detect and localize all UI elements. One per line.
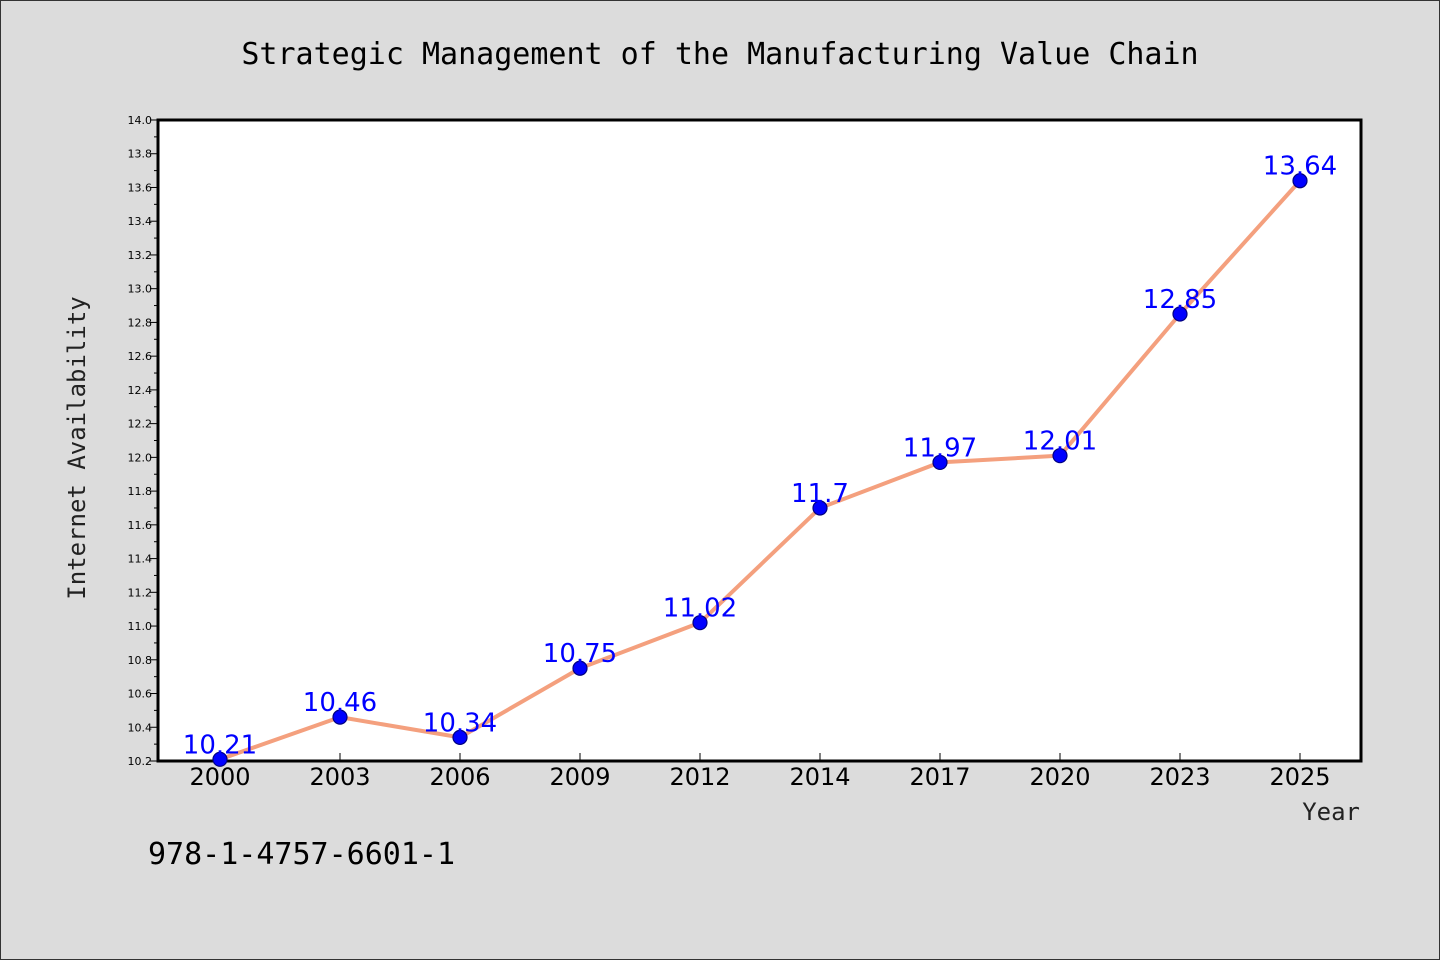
isbn-label: 978-1-4757-6601-1 <box>148 837 455 872</box>
y-tick-label: 12.2 <box>128 418 153 431</box>
data-label: 10.46 <box>303 688 377 718</box>
data-point <box>932 454 948 471</box>
x-tick-label: 2012 <box>669 763 730 791</box>
data-point <box>1052 448 1068 464</box>
y-tick-label: 12.4 <box>128 384 153 397</box>
x-tick-label: 2000 <box>189 763 250 791</box>
data-label: 10.21 <box>183 730 257 760</box>
data-point <box>1172 306 1188 322</box>
x-tick-label: 2023 <box>1149 763 1210 791</box>
y-tick-label: 12.8 <box>128 316 153 329</box>
x-tick-label: 2003 <box>309 763 370 791</box>
data-label: 11.7 <box>791 479 849 509</box>
y-tick-label: 13.6 <box>128 181 153 194</box>
y-tick-label: 13.8 <box>128 148 153 161</box>
data-label: 10.75 <box>543 639 617 669</box>
y-tick-label: 10.2 <box>128 755 153 768</box>
y-tick-label: 13.0 <box>128 283 153 296</box>
y-axis-ticks: 10.2 10.4 10.6 10.8 11.0 11.2 11.4 11.6 11.8 12.0… <box>128 114 158 768</box>
chart-title: Strategic Management of the Manufacturin… <box>241 37 1198 72</box>
x-axis-label: Year <box>1302 798 1360 826</box>
y-tick-label: 10.6 <box>128 688 153 701</box>
data-label: 12.01 <box>1023 427 1097 457</box>
y-tick-label: 13.2 <box>128 249 153 262</box>
data-label: 11.97 <box>903 433 977 463</box>
y-tick-label: 11.0 <box>128 620 153 633</box>
data-point <box>1292 173 1308 189</box>
y-tick-label: 14.0 <box>128 114 153 127</box>
y-tick-label: 12.0 <box>128 451 153 464</box>
data-point <box>212 751 228 767</box>
x-tick-label: 2006 <box>429 763 490 791</box>
x-tick-label: 2017 <box>909 763 970 791</box>
plot-area <box>156 118 1363 763</box>
y-tick-label: 10.4 <box>128 721 153 734</box>
data-label: 10.34 <box>423 708 497 738</box>
x-tick-label: 2009 <box>549 763 610 791</box>
y-tick-label: 10.8 <box>128 654 153 667</box>
data-label: 13.64 <box>1263 152 1337 182</box>
data-point <box>332 709 348 725</box>
x-tick-label: 2014 <box>789 763 850 791</box>
data-point <box>452 729 468 745</box>
x-tick-label: 2025 <box>1269 763 1330 791</box>
y-tick-label: 13.4 <box>128 215 153 228</box>
y-tick-label: 11.8 <box>128 485 153 498</box>
series-internet-availability <box>212 173 1308 767</box>
y-axis-label: Internet Availability <box>63 296 91 599</box>
y-tick-label: 11.6 <box>128 519 153 532</box>
data-point <box>692 615 708 631</box>
x-tick-label: 2020 <box>1029 763 1090 791</box>
data-point <box>812 500 828 516</box>
y-tick-label: 12.6 <box>128 350 153 363</box>
data-labels: 10.21 10.46 10.34 10.75 11.02 11.7 11.97 12.01 1… <box>183 152 1337 761</box>
data-label: 12.85 <box>1143 285 1217 315</box>
y-tick-label: 11.4 <box>128 553 153 566</box>
data-point <box>572 660 588 676</box>
x-axis-ticks: 2000 2003 2006 2009 2012 2014 2017 2020 2023 2025 <box>189 753 1331 791</box>
data-label: 11.02 <box>663 594 737 624</box>
series-line <box>218 178 1302 762</box>
y-tick-label: 11.2 <box>128 586 153 599</box>
